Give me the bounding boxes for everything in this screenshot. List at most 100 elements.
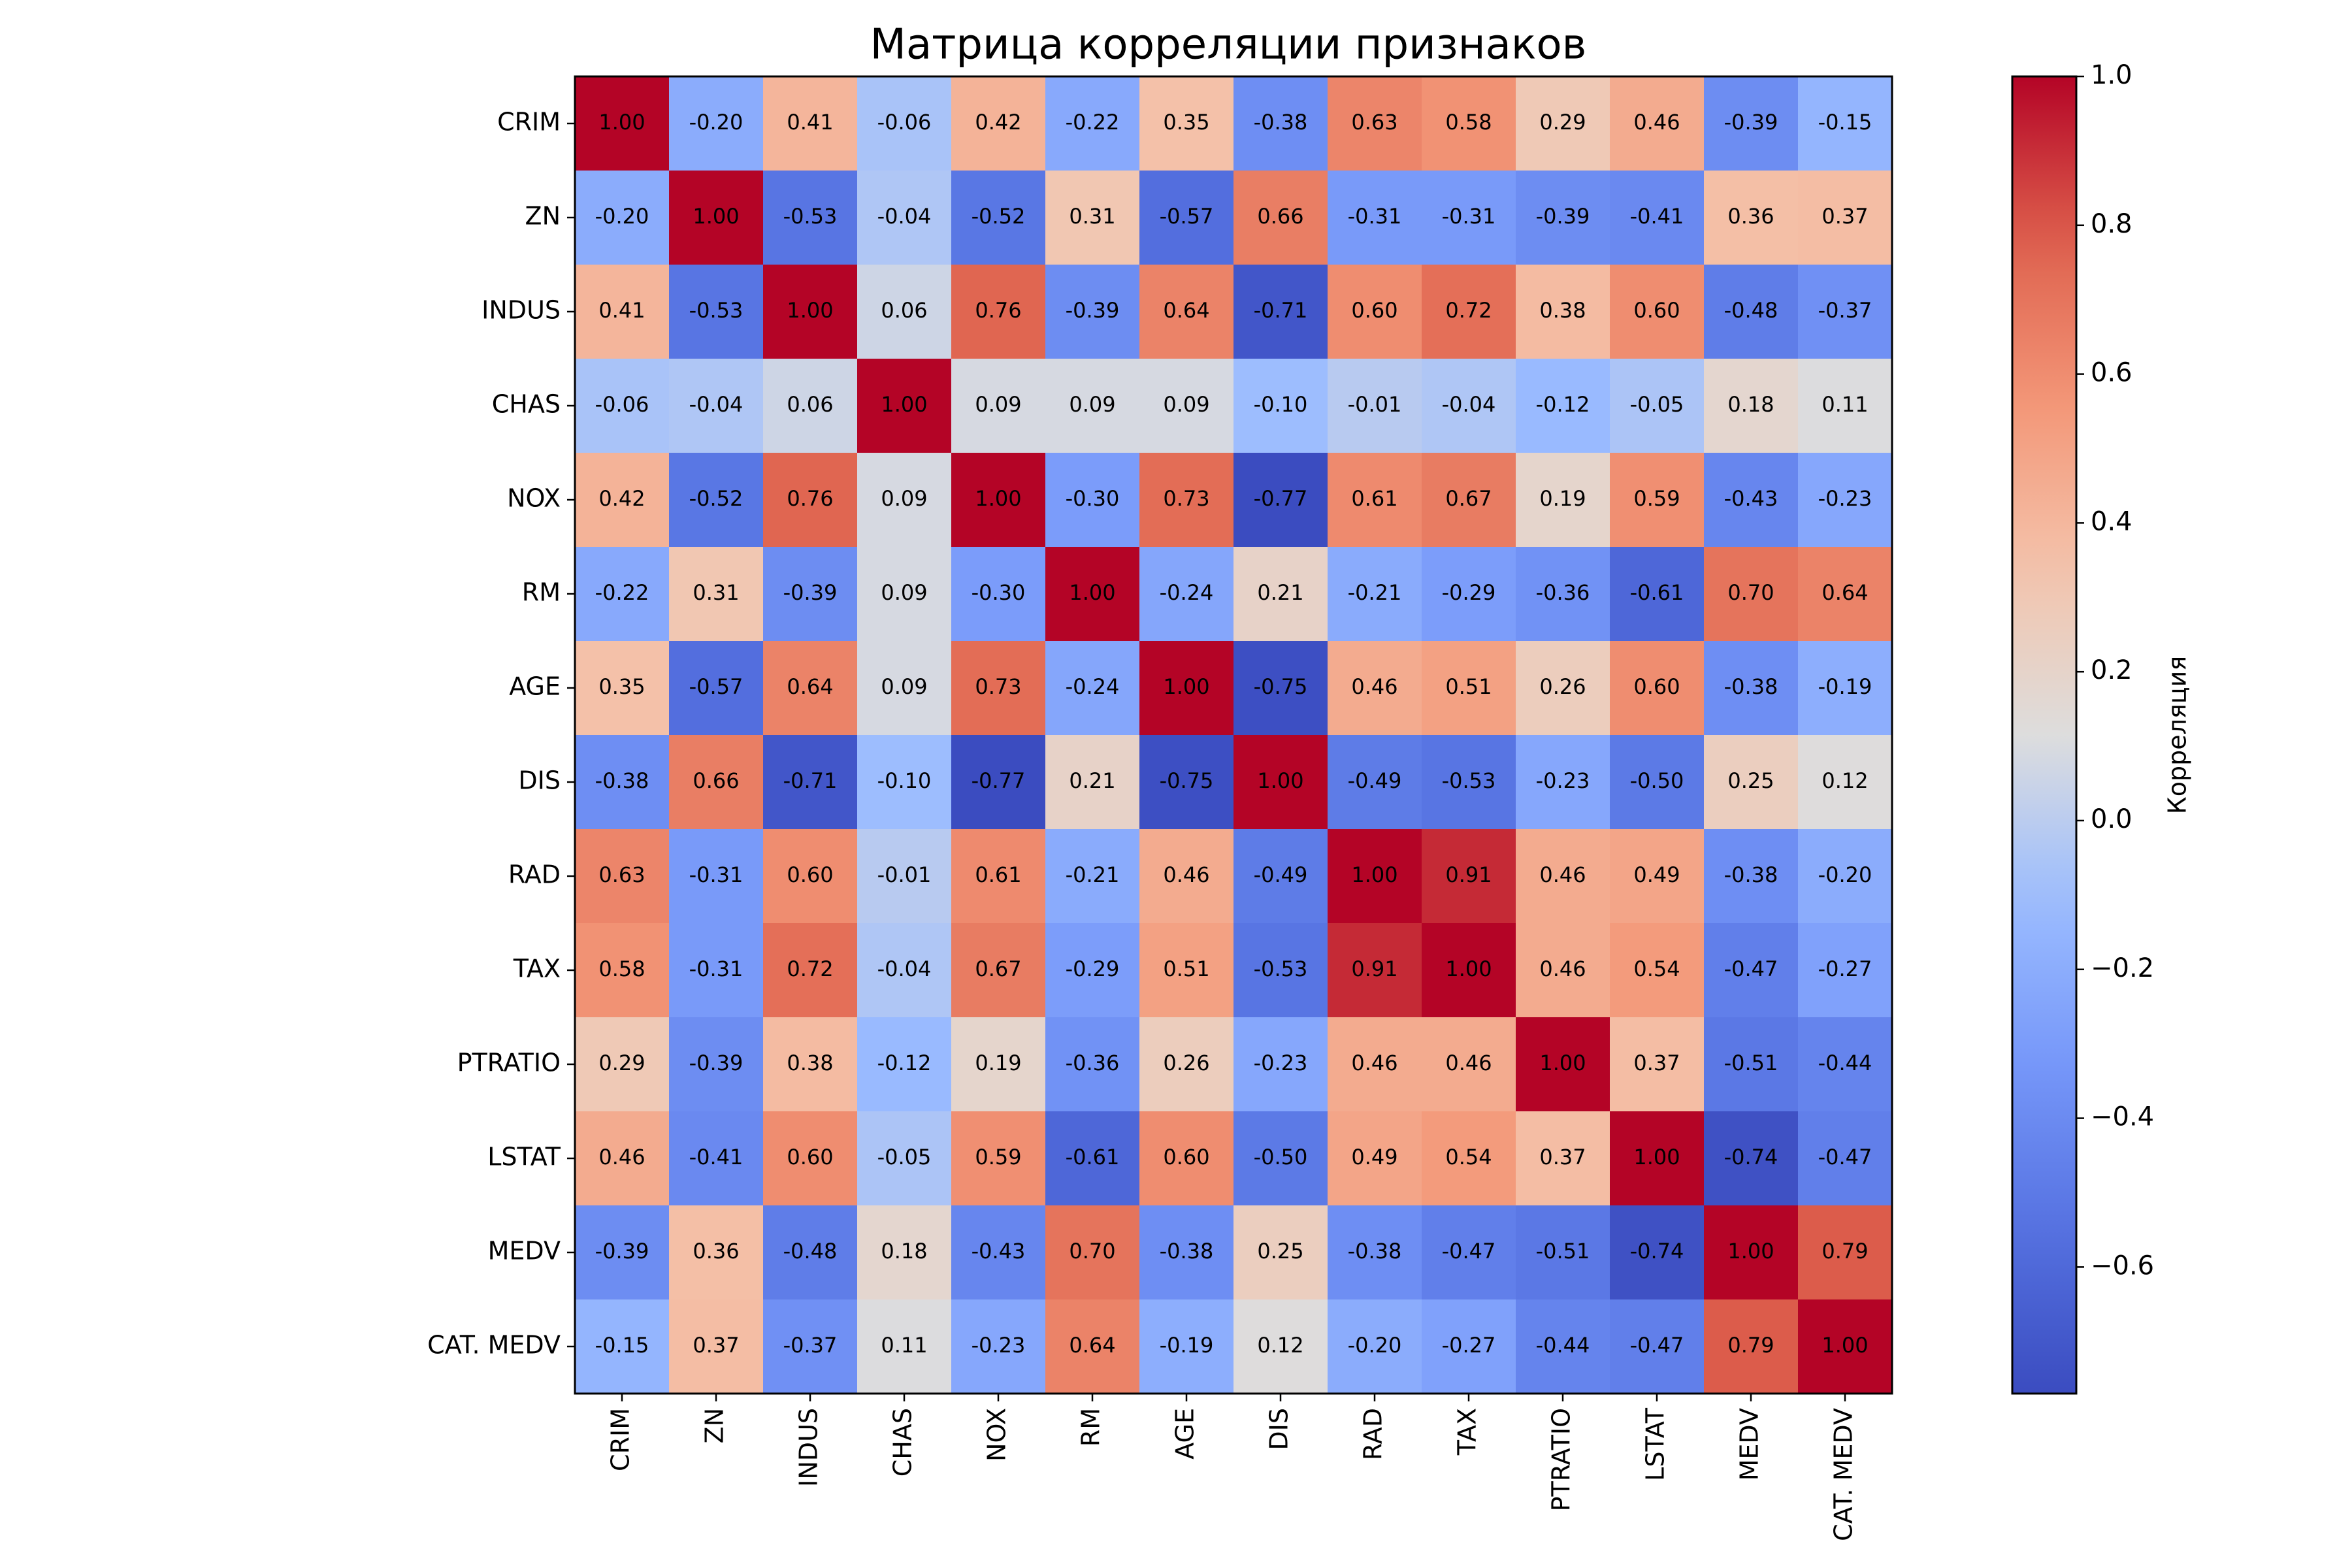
heatmap-cell [1704,1299,1799,1394]
cell-value-label: -0.47 [1442,1239,1496,1264]
cell-value-label: -0.71 [783,768,838,793]
heatmap-cell [1422,359,1516,453]
heatmap-cell [1328,76,1422,171]
cell-value-label: -0.36 [1066,1051,1120,1075]
heatmap-cell [1328,265,1422,359]
heatmap-cell [1798,829,1893,924]
heatmap-cell [1610,359,1705,453]
x-axis-ticks: CRIM ZN INDUS CHAS NOX RM AGE DIS RAD TAX PTRATIO L… [606,1394,1858,1541]
heatmap-cell-labels: 1.00 -0.20 0.41 -0.06 0.42 -0.22 0.35 -0.38 0.63… [595,110,1872,1358]
cell-value-label: -0.21 [1066,862,1120,887]
cell-value-label: -0.20 [1818,862,1872,887]
heatmap-cell [1516,76,1610,171]
y-tick-label: AGE [509,672,561,701]
colorbar-tick-label: 0.2 [2091,655,2132,685]
heatmap-cell [575,171,670,265]
heatmap-cell [1233,923,1328,1018]
cell-value-label: 0.09 [975,392,1021,417]
cell-value-label: 0.76 [975,298,1021,323]
heatmap-cell [1233,171,1328,265]
heatmap-cell [1422,265,1516,359]
heatmap-cell [669,1299,764,1394]
heatmap-cell [1704,547,1799,642]
cell-value-label: -0.53 [783,204,838,229]
cell-value-label: 0.29 [1539,110,1586,135]
cell-value-label: -0.53 [689,298,743,323]
heatmap-cell [1139,453,1234,547]
heatmap-cell [1139,1111,1234,1206]
cell-value-label: -0.31 [689,862,743,887]
cell-value-label: 1.00 [1163,674,1209,699]
cell-value-label: -0.49 [1254,862,1308,887]
heatmap-cell [669,829,764,924]
heatmap-cell [857,453,952,547]
cell-value-label: -0.01 [1348,392,1402,417]
cell-value-label: -0.47 [1724,956,1778,981]
heatmap-cell [763,547,858,642]
cell-value-label: 0.58 [1445,110,1492,135]
cell-value-label: 0.38 [787,1051,833,1075]
heatmap-cell [1045,1017,1140,1112]
x-tick-label: CRIM [606,1408,635,1471]
heatmap-cell [669,265,764,359]
heatmap-cell [1610,735,1705,830]
heatmap-cell [1045,829,1140,924]
heatmap-cell [1798,453,1893,547]
cell-value-label: 0.11 [881,1333,927,1358]
heatmap-cell [763,1111,858,1206]
cell-value-label: 0.38 [1539,298,1586,323]
heatmap-cell [1233,1299,1328,1394]
cell-value-label: 0.29 [598,1051,645,1075]
cell-value-label: 0.37 [1539,1145,1586,1169]
cell-value-label: 1.00 [1821,1333,1868,1358]
x-tick-label: RM [1077,1408,1105,1446]
cell-value-label: 0.58 [598,956,645,981]
heatmap-cell [857,735,952,830]
x-tick-label: CAT. MEDV [1829,1408,1858,1541]
heatmap-cell [1798,641,1893,736]
heatmap-cell [1139,547,1234,642]
cell-value-label: -0.52 [689,486,743,511]
cell-value-label: -0.04 [877,204,932,229]
heatmap-cell [669,171,764,265]
heatmap-cell [1516,359,1610,453]
heatmap-cell [1422,1205,1516,1300]
heatmap-cell [763,76,858,171]
cell-value-label: 0.73 [1163,486,1209,511]
heatmap-cell [1516,735,1610,830]
heatmap-cell [857,641,952,736]
cell-value-label: 0.46 [598,1145,645,1169]
cell-value-label: 0.37 [1821,204,1868,229]
heatmap-cell [1328,1205,1422,1300]
heatmap-cell [669,1111,764,1206]
heatmap-cell [1704,1111,1799,1206]
cell-value-label: -0.29 [1442,580,1496,605]
heatmap-cell [1516,171,1610,265]
heatmap-cell [1610,265,1705,359]
heatmap-cell [1704,1205,1799,1300]
cell-value-label: -0.39 [689,1051,743,1075]
heatmap-cell [1422,453,1516,547]
heatmap-cell [1045,641,1140,736]
heatmap-cell [951,1017,1046,1112]
cell-value-label: -0.44 [1818,1051,1872,1075]
colorbar-tick-label: 1.0 [2091,60,2132,90]
heatmap-cell [857,1205,952,1300]
colorbar-tick-label: −0.4 [2091,1102,2154,1132]
heatmap-cell [857,76,952,171]
cell-value-label: 0.60 [787,1145,833,1169]
cell-value-label: 1.00 [1257,768,1303,793]
x-tick-label: LSTAT [1641,1407,1670,1481]
heatmap-cell [1139,923,1234,1018]
heatmap-cell [1139,1017,1234,1112]
heatmap-cell [1798,171,1893,265]
cell-value-label: 0.59 [1633,486,1680,511]
cell-value-label: -0.39 [783,580,838,605]
heatmap-cell [1704,265,1799,359]
colorbar-tick-label: 0.6 [2091,358,2132,388]
x-tick-label: CHAS [889,1408,917,1477]
heatmap-cell [763,1017,858,1112]
heatmap-cell [1045,1299,1140,1394]
heatmap-cell [1704,1017,1799,1112]
colorbar-tick-label: 0.0 [2091,804,2132,834]
